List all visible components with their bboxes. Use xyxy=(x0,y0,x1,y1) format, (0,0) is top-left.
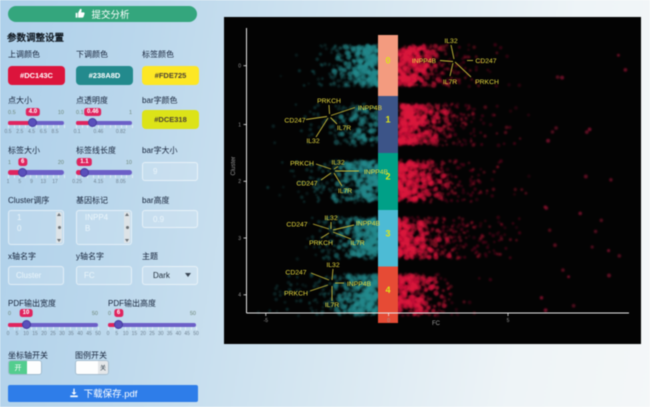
svg-text:IL32: IL32 xyxy=(444,38,457,45)
svg-text:INPP4B: INPP4B xyxy=(347,281,372,288)
svg-text:1: 1 xyxy=(238,122,241,128)
svg-text:IL32: IL32 xyxy=(331,159,344,166)
svg-text:5: 5 xyxy=(507,318,510,324)
svg-text:CD247: CD247 xyxy=(296,180,317,187)
svg-text:INPP4B: INPP4B xyxy=(358,105,383,112)
svg-text:PRKCH: PRKCH xyxy=(284,290,308,297)
svg-text:IL32: IL32 xyxy=(324,215,337,222)
svg-text:IL7R: IL7R xyxy=(338,188,352,195)
svg-text:1: 1 xyxy=(385,114,390,124)
svg-text:PRKCH: PRKCH xyxy=(317,98,341,105)
svg-text:PRKCH: PRKCH xyxy=(475,79,499,86)
svg-text:-5: -5 xyxy=(264,318,269,324)
svg-text:0: 0 xyxy=(238,63,241,69)
svg-text:4: 4 xyxy=(385,284,390,294)
svg-text:0: 0 xyxy=(387,318,390,324)
svg-text:IL7R: IL7R xyxy=(443,79,457,86)
svg-text:CD247: CD247 xyxy=(284,117,305,124)
svg-text:PRKCH: PRKCH xyxy=(290,160,314,167)
svg-text:0: 0 xyxy=(385,55,390,65)
svg-text:CD247: CD247 xyxy=(285,269,306,276)
svg-text:INPP4B: INPP4B xyxy=(364,169,389,176)
svg-text:FC: FC xyxy=(432,321,441,327)
svg-text:Cluster: Cluster xyxy=(231,156,237,175)
svg-text:2: 2 xyxy=(385,171,390,181)
svg-text:IL7R: IL7R xyxy=(350,240,364,247)
svg-text:IL32: IL32 xyxy=(306,138,319,145)
svg-text:PRKCH: PRKCH xyxy=(309,240,333,247)
svg-text:2: 2 xyxy=(238,179,241,185)
svg-text:CD247: CD247 xyxy=(286,221,307,228)
svg-text:IL32: IL32 xyxy=(326,262,339,269)
svg-text:3: 3 xyxy=(238,235,241,241)
svg-text:IL7R: IL7R xyxy=(337,125,351,132)
svg-text:CD247: CD247 xyxy=(475,58,496,65)
svg-text:IL7R: IL7R xyxy=(325,302,339,309)
svg-text:INPP4B: INPP4B xyxy=(356,220,381,227)
svg-text:3: 3 xyxy=(385,228,390,238)
svg-text:4: 4 xyxy=(238,292,241,298)
svg-text:INPP4B: INPP4B xyxy=(412,58,437,65)
